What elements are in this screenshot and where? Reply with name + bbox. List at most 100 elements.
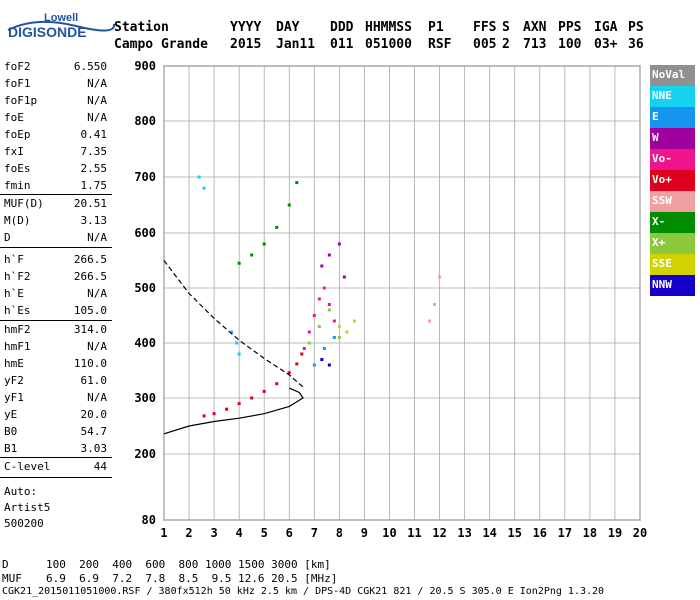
echo-point bbox=[327, 303, 331, 306]
header-label-station: Station bbox=[114, 20, 169, 35]
echo-point bbox=[302, 347, 306, 350]
x-tick-labels: 1 2 3 4 5 6 7 8 9 10 11 12 13 14 15 16 17 18 19 20 bbox=[160, 526, 647, 540]
y-tick-label: 900 bbox=[134, 59, 156, 73]
x-tick-label: 18 bbox=[583, 526, 597, 540]
param-row: foF1 N/A bbox=[4, 77, 107, 93]
param-divider bbox=[0, 320, 112, 321]
series-e bbox=[312, 336, 336, 367]
series-vo- bbox=[202, 352, 304, 418]
echo-point bbox=[300, 352, 304, 356]
param-name: hmF2 bbox=[4, 323, 31, 336]
header-value-station: Campo Grande bbox=[114, 37, 208, 52]
echo-point bbox=[327, 253, 331, 257]
echo-point bbox=[202, 186, 206, 190]
logo-bottom-text: DIGISONDE bbox=[8, 24, 87, 40]
logo-top-text: Lowell bbox=[44, 12, 79, 24]
echo-point bbox=[327, 308, 331, 312]
echo-point bbox=[230, 330, 234, 334]
param-row: foEs 2.55 bbox=[4, 162, 107, 178]
echo-point bbox=[320, 358, 324, 361]
echo-point bbox=[312, 363, 316, 367]
param-value: N/A bbox=[87, 231, 107, 244]
y-tick-label: 300 bbox=[134, 391, 156, 405]
echo-point bbox=[428, 319, 432, 323]
param-row: foF1p N/A bbox=[4, 94, 107, 110]
echo-point bbox=[322, 347, 326, 350]
legend-item-sse: SSE bbox=[650, 254, 695, 275]
x-tick-label: 17 bbox=[558, 526, 572, 540]
x-tick-label: 5 bbox=[261, 526, 268, 540]
param-name: foE bbox=[4, 111, 24, 124]
param-value: N/A bbox=[87, 340, 107, 353]
echo-point bbox=[212, 412, 216, 416]
x-tick-label: 6 bbox=[286, 526, 293, 540]
echo-point bbox=[317, 297, 321, 301]
param-row: hmF1 N/A bbox=[4, 340, 107, 356]
y-tick-label: 800 bbox=[134, 114, 156, 128]
param-row: foF2 6.550 bbox=[4, 60, 107, 76]
series-vo- bbox=[302, 286, 336, 350]
x-tick-label: 9 bbox=[361, 526, 368, 540]
param-name: h`F2 bbox=[4, 270, 31, 283]
echo-point bbox=[337, 336, 341, 339]
param-row: h`Es 105.0 bbox=[4, 304, 107, 320]
param-name: C-level bbox=[4, 460, 51, 473]
x-tick-label: 10 bbox=[382, 526, 396, 540]
x-tick-label: 19 bbox=[608, 526, 622, 540]
param-value: 6.550 bbox=[73, 60, 107, 73]
x-tick-label: 12 bbox=[432, 526, 446, 540]
param-value: 3.03 bbox=[80, 442, 108, 455]
footer-file-info: CGK21_2015011051000.RSF / 380fx512h 50 k… bbox=[2, 586, 605, 597]
echo-point bbox=[235, 341, 239, 345]
param-value: 105.0 bbox=[73, 304, 107, 317]
param-value: N/A bbox=[87, 287, 107, 300]
legend-item-vo-plus: Vo+ bbox=[650, 170, 695, 191]
echo-point bbox=[250, 253, 254, 257]
param-name: M(D) bbox=[4, 214, 31, 227]
param-row: foE N/A bbox=[4, 111, 107, 127]
param-row: M(D) 3.13 bbox=[4, 214, 107, 230]
x-tick-label: 4 bbox=[236, 526, 243, 540]
echo-point bbox=[202, 414, 206, 418]
echo-point bbox=[237, 352, 241, 356]
param-value: 54.7 bbox=[80, 425, 108, 438]
logo-swoosh-icon bbox=[7, 20, 116, 32]
param-row: h`F2 266.5 bbox=[4, 270, 107, 286]
param-name: foF1 bbox=[4, 77, 31, 90]
echo-point bbox=[275, 382, 279, 386]
header-value-ffs: 005 bbox=[473, 37, 497, 52]
header-value-day: Jan11 bbox=[276, 37, 316, 52]
header-value-ps: 36 bbox=[628, 37, 644, 52]
param-value: N/A bbox=[87, 111, 107, 124]
param-name: h`Es bbox=[4, 304, 31, 317]
param-name: yE bbox=[4, 408, 18, 421]
param-value: N/A bbox=[87, 77, 107, 90]
header-label-ffs: FFS bbox=[473, 20, 497, 35]
x-tick-label: 16 bbox=[533, 526, 547, 540]
legend-item-e: E bbox=[650, 107, 695, 128]
legend-item-nnw: NNW bbox=[650, 275, 695, 296]
header-value-iga: 03+ bbox=[594, 37, 618, 52]
x-tick-label: 2 bbox=[185, 526, 192, 540]
param-name: hmF1 bbox=[4, 340, 31, 353]
x-tick-label: 8 bbox=[336, 526, 343, 540]
echo-point bbox=[250, 396, 254, 400]
echo-point bbox=[312, 314, 316, 317]
param-value: 1.75 bbox=[80, 179, 108, 192]
param-value: N/A bbox=[87, 94, 107, 107]
echo-point bbox=[352, 319, 356, 323]
param-row: yF2 61.0 bbox=[4, 374, 107, 390]
echo-point bbox=[317, 325, 321, 328]
param-divider bbox=[0, 194, 112, 195]
y-tick-labels: 80 200 300 400 500 600 700 800 900 bbox=[134, 59, 156, 527]
param-value: 266.5 bbox=[73, 253, 107, 266]
legend-item-nne: NNE bbox=[650, 86, 695, 107]
series-nne bbox=[197, 175, 241, 356]
header-value-s: 2 bbox=[502, 37, 510, 52]
param-name: hmE bbox=[4, 357, 24, 370]
param-row: C-level 44 bbox=[4, 460, 107, 476]
echo-point bbox=[237, 261, 241, 265]
param-value: 61.0 bbox=[80, 374, 108, 387]
y-tick-label: 80 bbox=[142, 513, 156, 527]
